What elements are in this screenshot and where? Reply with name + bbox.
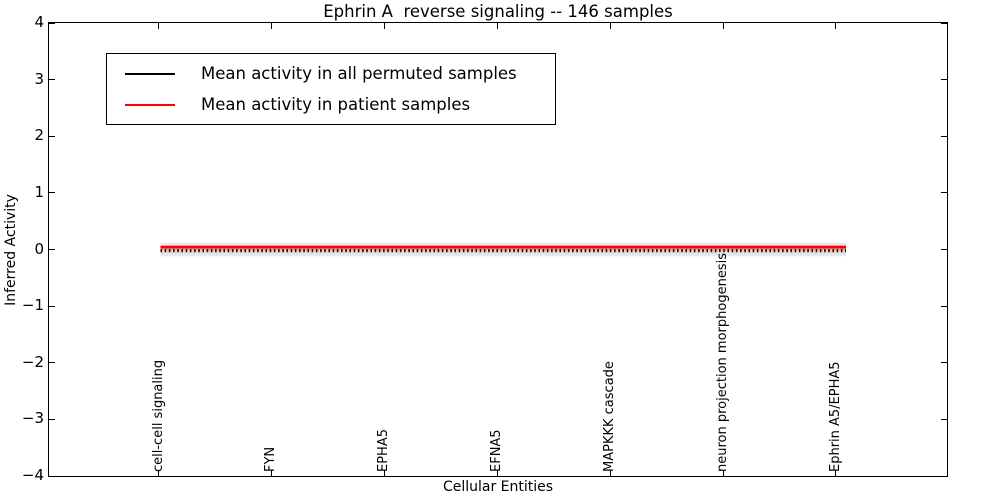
tick-mark: [941, 305, 947, 307]
y-tick-label: −1: [21, 296, 44, 315]
tick-mark: [49, 22, 55, 24]
data-series-canvas: [160, 242, 846, 257]
x-tick-label: Ephrin A5/EPHA5: [827, 361, 843, 472]
x-tick-label: neuron projection morphogenesis: [715, 253, 730, 472]
tick-mark: [941, 418, 947, 420]
tick-mark: [383, 23, 385, 29]
tick-mark: [49, 418, 55, 420]
tick-mark: [609, 23, 611, 29]
plot-area: cell-cell signaling FYN EPHA5 EFNA5 MAPKKK c…: [48, 22, 948, 477]
legend: Mean activity in all permuted samples Me…: [106, 53, 556, 125]
tick-mark: [49, 249, 55, 250]
legend-line-sample-permuted: [125, 72, 175, 75]
tick-mark: [941, 79, 947, 81]
tick-mark: [270, 470, 272, 476]
legend-label: Mean activity in patient samples: [201, 95, 471, 114]
tick-mark: [835, 23, 837, 29]
tick-mark: [941, 22, 947, 24]
tick-mark: [941, 249, 947, 250]
x-tick-label: EPHA5: [376, 429, 392, 472]
y-tick-label: −3: [21, 409, 44, 428]
tick-mark: [496, 470, 498, 476]
tick-mark: [49, 192, 55, 194]
tick-mark: [383, 470, 385, 476]
y-tick-label: 0: [34, 239, 44, 258]
y-tick-label: −4: [21, 466, 44, 484]
tick-mark: [270, 23, 272, 29]
tick-mark: [49, 305, 55, 307]
tick-mark: [941, 135, 947, 137]
x-tick-label: cell-cell signaling: [150, 359, 166, 472]
tick-mark: [496, 23, 498, 29]
x-tick-label: FYN: [263, 446, 279, 472]
legend-item: Mean activity in all permuted samples: [107, 58, 555, 89]
x-tick-label: EFNA5: [489, 429, 505, 472]
x-axis-label: Cellular Entities: [442, 479, 554, 495]
y-tick-label: 1: [34, 182, 44, 201]
tick-mark: [941, 192, 947, 194]
tick-mark: [941, 475, 947, 477]
y-tick-label: −2: [21, 352, 44, 371]
x-tick-label: MAPKKK cascade: [602, 361, 618, 472]
y-tick-label: 3: [34, 69, 44, 88]
y-tick-label: 2: [34, 126, 44, 145]
tick-mark: [835, 470, 837, 476]
y-tick-label: 4: [34, 13, 44, 31]
tick-mark: [158, 23, 159, 29]
tick-mark: [941, 362, 947, 364]
tick-mark: [49, 79, 55, 81]
tick-mark: [722, 470, 724, 476]
tick-mark: [158, 470, 159, 476]
tick-mark: [49, 135, 55, 137]
legend-item: Mean activity in patient samples: [107, 89, 555, 120]
legend-line-sample-patient: [125, 103, 175, 106]
tick-mark: [49, 475, 55, 477]
legend-label: Mean activity in all permuted samples: [201, 64, 517, 83]
tick-mark: [609, 470, 611, 476]
tick-mark: [722, 23, 724, 29]
chart-title: Ephrin A reverse signaling -- 146 sample…: [323, 2, 673, 21]
tick-mark: [49, 362, 55, 364]
